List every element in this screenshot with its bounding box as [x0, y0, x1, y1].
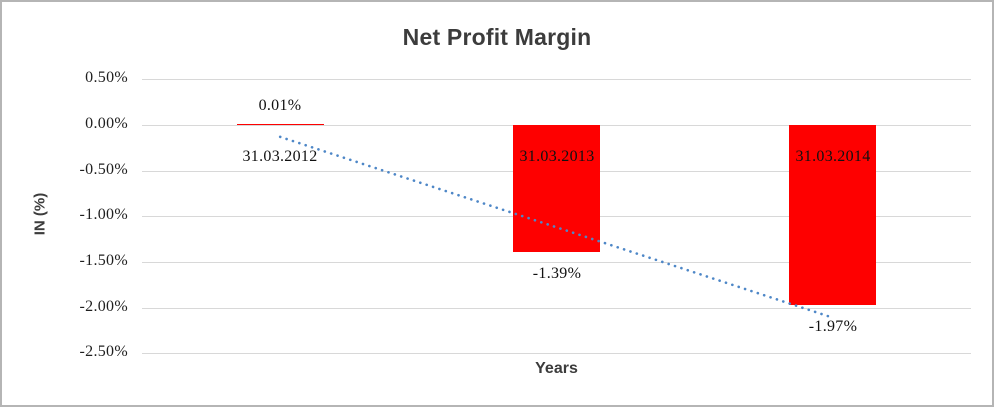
y-axis-tick-label: -1.50% [79, 252, 128, 269]
data-label: 0.01% [258, 97, 302, 114]
x-axis-title: Years [535, 360, 578, 377]
gridline [142, 308, 971, 309]
y-axis-tick-label: -0.50% [79, 161, 128, 178]
y-axis-tick-label: -1.00% [79, 206, 128, 223]
chart-title: Net Profit Margin [402, 24, 592, 50]
data-label: -1.39% [532, 265, 582, 282]
y-axis-tick-label: -2.50% [79, 343, 128, 360]
y-axis-tick-label: 0.00% [85, 115, 128, 132]
category-label: 31.03.2014 [795, 148, 871, 165]
y-axis-tick-label: 0.50% [85, 69, 128, 86]
bar-31.03.2012 [237, 124, 324, 125]
data-label: -1.97% [808, 318, 858, 335]
bar-31.03.2013 [513, 125, 600, 252]
category-label: 31.03.2012 [242, 148, 318, 165]
gridline [142, 79, 971, 80]
y-axis-tick-label: -2.00% [79, 298, 128, 315]
category-label: 31.03.2013 [519, 148, 595, 165]
gridline [142, 353, 971, 354]
